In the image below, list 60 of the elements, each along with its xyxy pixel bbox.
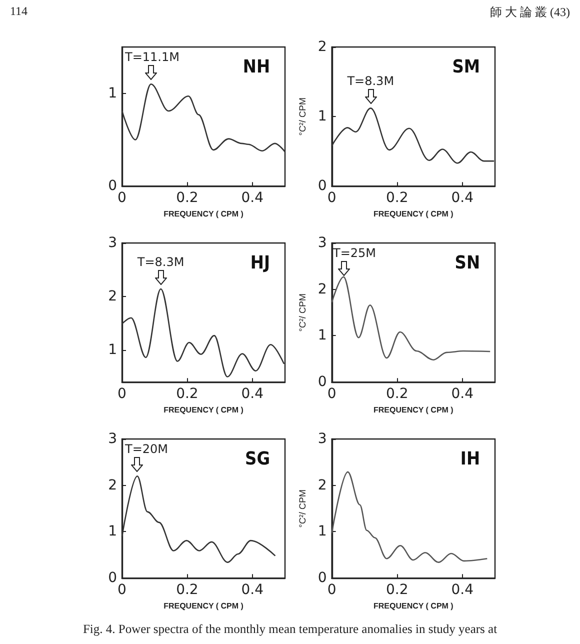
- y-tick-label: 2: [108, 477, 117, 494]
- x-tick-label: 0.4: [451, 386, 474, 402]
- x-tick-label: 0.2: [176, 386, 198, 402]
- line-series: [331, 108, 495, 164]
- y-tick-label: 2: [318, 39, 327, 55]
- y-tick-label: 1: [318, 328, 327, 344]
- annotation: T=11.1M: [125, 50, 180, 64]
- caption: Fig. 4. Power spectra of the monthly mean temperature anomalies in study years at: [82, 622, 498, 637]
- line-series: [121, 288, 285, 378]
- y-tick-label: 2: [318, 281, 327, 298]
- y-axis-title: °C²/ CPM: [298, 97, 308, 136]
- annotation: T=8.3M: [137, 255, 184, 269]
- y-tick-label: 1: [108, 342, 117, 358]
- y-tick-label: 1: [318, 524, 327, 540]
- x-tick-label: 0.4: [241, 386, 264, 402]
- x-axis-title: FREQUENCY ( CPM ): [373, 602, 454, 610]
- y-tick-label: 1: [108, 524, 117, 540]
- text: NH: [242, 56, 270, 78]
- y-tick-label: 2: [108, 288, 117, 304]
- x-tick-label: 0.2: [386, 190, 408, 206]
- line-series: [121, 475, 276, 563]
- y-tick-label: 2: [318, 477, 327, 494]
- x-axis-title: FREQUENCY ( CPM ): [373, 406, 454, 414]
- y-tick-label: 0: [318, 374, 327, 390]
- y-tick-label: 3: [318, 431, 327, 447]
- x-tick-label: 0.2: [386, 582, 408, 598]
- x-tick-label: 0.2: [176, 582, 198, 598]
- y-axis-title: °C²/ CPM: [298, 293, 308, 332]
- x-tick-label: 0.2: [386, 386, 408, 402]
- x-axis-title: FREQUENCY ( CPM ): [373, 210, 454, 218]
- annotation: T=8.3M: [347, 74, 394, 88]
- x-tick-label: 0.4: [241, 582, 264, 598]
- y-tick-label: 0: [108, 570, 117, 586]
- y-tick-label: 3: [108, 431, 117, 447]
- line-series: [121, 83, 286, 152]
- line-series: [331, 471, 488, 563]
- text: 114: [10, 4, 28, 19]
- y-axis-title: °C²/ CPM: [298, 489, 308, 528]
- y-tick-label: 3: [318, 235, 327, 251]
- text: SG: [245, 448, 270, 470]
- y-tick-label: 1: [108, 85, 117, 102]
- annotation: T=25M: [333, 246, 376, 260]
- x-tick-label: 0.4: [451, 582, 474, 598]
- x-tick-label: 0.4: [451, 190, 474, 206]
- text: SN: [454, 252, 480, 274]
- text: 師 大 論 叢 (43): [490, 4, 570, 21]
- x-axis-title: FREQUENCY ( CPM ): [164, 602, 244, 610]
- y-tick-label: 0: [318, 570, 327, 586]
- y-tick-label: 1: [318, 108, 327, 125]
- x-axis-title: FREQUENCY ( CPM ): [164, 210, 244, 218]
- x-axis-title: FREQUENCY ( CPM ): [164, 406, 244, 414]
- text: HJ: [250, 252, 270, 274]
- text: IH: [460, 448, 480, 470]
- x-tick-label: 0.4: [241, 190, 264, 206]
- annotation: T=20M: [125, 442, 168, 456]
- y-tick-label: 3: [108, 235, 117, 251]
- y-tick-label: 0: [318, 178, 327, 194]
- text: SM: [452, 56, 480, 78]
- y-tick-label: 0: [108, 178, 117, 194]
- x-tick-label: 0.2: [176, 190, 198, 206]
